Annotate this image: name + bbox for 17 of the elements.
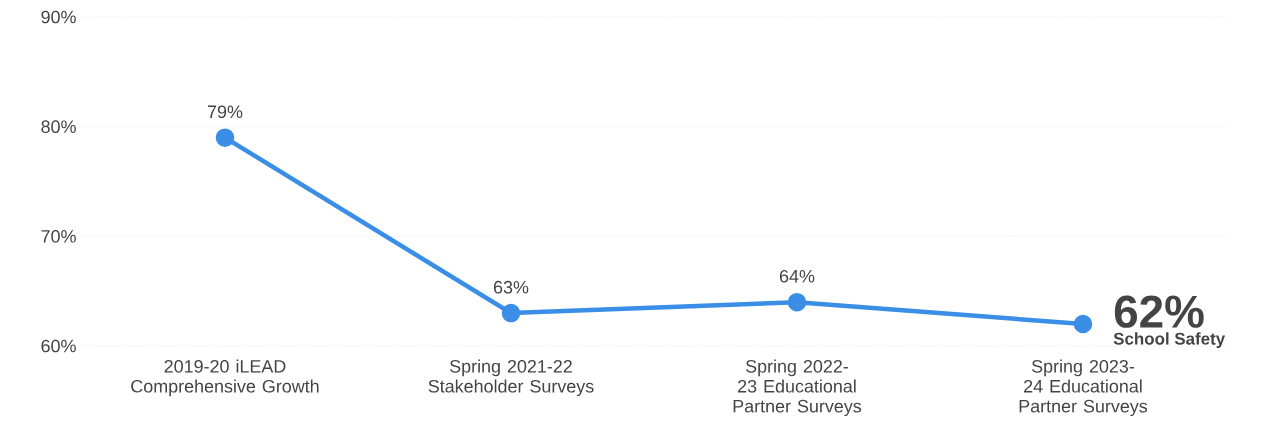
point <box>215 128 235 147</box>
data-label: 79% <box>207 105 243 119</box>
x-tick-label: Spring 2022-23 Educational Partner Surveys <box>733 359 862 417</box>
point <box>1073 314 1093 334</box>
data-label: 63% <box>493 280 529 294</box>
y-tick-label: 80% <box>41 120 76 134</box>
point <box>501 303 521 323</box>
y-tick-label: 70% <box>41 229 76 243</box>
x-tick-label: 2019-20 iLEAD Comprehensive Growth <box>131 359 319 397</box>
data-label: 62% <box>1114 295 1204 328</box>
y-tick-label: 60% <box>41 339 76 353</box>
x-tick-label: Spring 2021-22 Stakeholder Surveys <box>428 359 594 397</box>
data-label: 64% <box>779 269 815 283</box>
y-tick-label: 90% <box>41 10 76 24</box>
x-tick-label: Spring 2023-24 Educational Partner Surveys <box>1019 359 1148 417</box>
point <box>787 292 807 312</box>
series-label: School Safety <box>1113 332 1226 349</box>
